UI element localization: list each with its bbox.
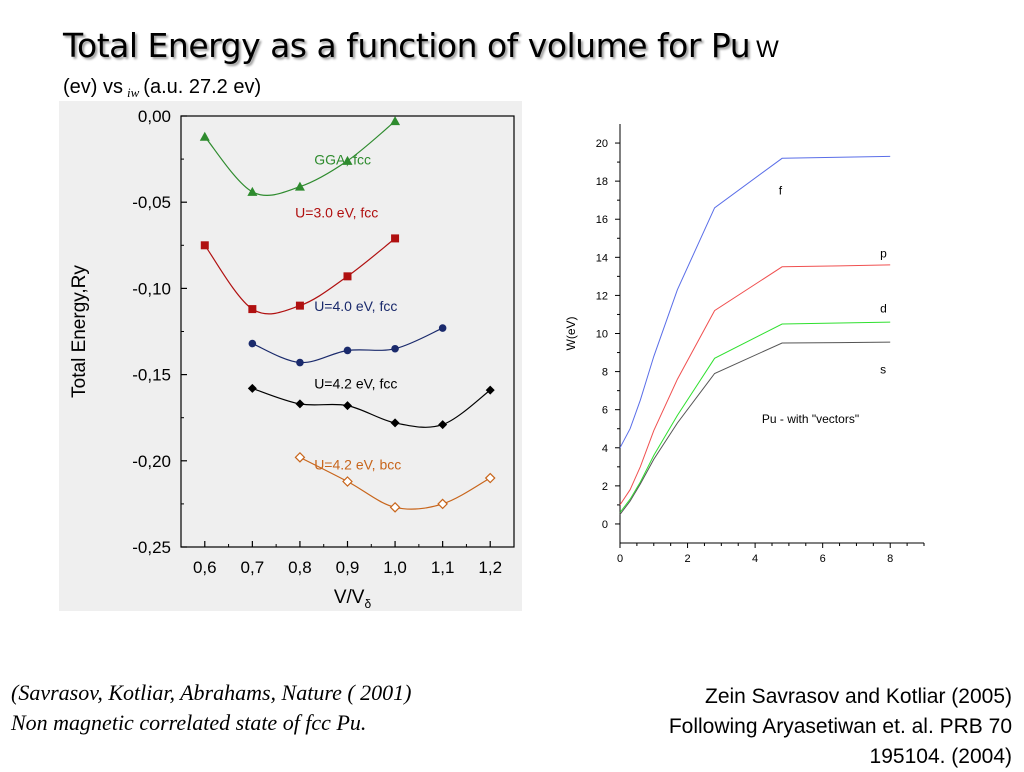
y-tick-label: 14: [596, 252, 608, 264]
data-point: [390, 116, 401, 126]
data-point: [294, 181, 305, 191]
data-point: [342, 476, 353, 487]
y-tick-label: 0: [602, 519, 608, 531]
data-point: [199, 131, 210, 141]
y-tick-label: -0,05: [132, 193, 171, 212]
data-point: [248, 305, 257, 314]
data-point: [485, 385, 495, 395]
data-point: [295, 301, 304, 310]
y-tick-label: -0,25: [132, 538, 171, 557]
data-point: [343, 401, 352, 411]
x-tick-label: 2: [684, 553, 690, 565]
data-point: [200, 241, 209, 250]
series-line-p: [619, 264, 891, 506]
y-tick-label: -0,10: [132, 279, 171, 298]
series-line-f: [619, 155, 891, 449]
x-tick-label: 1,0: [383, 558, 407, 577]
data-point: [343, 272, 352, 281]
x-tick-label: 8: [887, 553, 893, 565]
subtitle-post: (a.u. 27.2 ev): [143, 76, 262, 98]
series-line-u-4-2-ev-fcc: [252, 387, 491, 428]
y-axis-label: W(eV): [564, 317, 578, 351]
series-label-s: s: [880, 362, 886, 376]
caption-left: (Savrasov, Kotliar, Abrahams, Nature ( 2…: [11, 678, 571, 738]
y-tick-label: 0,00: [138, 107, 171, 126]
x-axis-label-subscript: δ: [364, 597, 371, 611]
y-tick-label: 2: [602, 481, 608, 493]
x-tick-label: 1,1: [431, 558, 455, 577]
series-label-u-3-0-ev-fcc: U=3.0 eV, fcc: [295, 205, 378, 221]
y-tick-label: 16: [596, 214, 608, 226]
series-label-f: f: [779, 183, 783, 197]
caption-right: Zein Savrasov and Kotliar (2005) Followi…: [572, 682, 1012, 772]
data-point: [438, 324, 447, 332]
caption-right-line1: Zein Savrasov and Kotliar (2005): [705, 685, 1012, 708]
y-tick-label: 20: [596, 138, 608, 150]
data-point: [247, 383, 257, 393]
y-tick-label: -0,20: [132, 452, 171, 471]
data-point: [391, 344, 399, 353]
subtitle-pre: (ev) vs: [63, 76, 123, 98]
series-line-s: [619, 341, 891, 515]
series-label-gga-fcc: GGA, fcc: [314, 151, 371, 167]
chart-annotation: Pu - with "vectors": [762, 412, 859, 426]
y-tick-label: 4: [602, 443, 608, 455]
x-tick-label: 0,7: [241, 558, 265, 577]
x-axis-label: V/Vδ: [334, 587, 372, 611]
x-axis-label-main: V/V: [334, 587, 365, 608]
caption-left-line2: Non magnetic correlated state of fcc Pu.: [11, 710, 367, 735]
data-point: [391, 234, 400, 243]
series-line-d: [619, 321, 891, 513]
total-energy-chart: 0,00 -0,05 -0,10 -0,15 -0,20 -0,25 0,6 0,7 0,8 0,…: [59, 101, 522, 611]
series-label-u-4-2-ev-fcc: U=4.2 eV, fcc: [314, 375, 397, 391]
data-point: [247, 186, 258, 196]
y-axis-label: Total Energy,Ry: [69, 265, 90, 398]
series-label-p: p: [880, 246, 887, 260]
subtitle-subscript: iw: [127, 85, 140, 100]
series-label-u-4-2-ev-bcc: U=4.2 eV, bcc: [314, 456, 401, 472]
data-point: [294, 452, 306, 463]
slide-subtitle: (ev) vs iw (a.u. 27.2 ev): [63, 76, 261, 101]
data-point: [389, 501, 401, 513]
data-point: [438, 420, 448, 430]
data-point: [248, 339, 257, 348]
x-tick-label: 4: [752, 553, 758, 565]
x-tick-label: 0,9: [336, 558, 360, 577]
caption-right-line3: 195104. (2004): [869, 745, 1012, 768]
x-tick-label: 0,6: [193, 558, 217, 577]
data-point: [390, 418, 400, 428]
y-tick-label: -0,15: [132, 366, 171, 385]
caption-right-line2: Following Aryasetiwan et. al. PRB 70: [668, 715, 1012, 738]
y-tick-label: 10: [596, 329, 608, 341]
w-ev-chart: 0 2 4 6 8 10 12 14 16 18 20 0 2 4 6 8 W(eV) f p d s Pu - with…: [564, 124, 925, 565]
x-tick-label: 1,2: [478, 558, 502, 577]
y-tick-label: 18: [596, 176, 608, 188]
y-tick-label: 12: [596, 290, 608, 302]
data-point: [295, 399, 305, 409]
data-point: [296, 358, 304, 367]
x-tick-label: 6: [820, 553, 826, 565]
caption-left-line1: (Savrasov, Kotliar, Abrahams, Nature ( 2…: [11, 680, 412, 705]
y-tick-label: 8: [602, 367, 608, 379]
x-tick-label: 0: [617, 553, 623, 565]
series-label-u-4-0-ev-fcc: U=4.0 eV, fcc: [314, 298, 397, 314]
plot-background: [59, 101, 522, 611]
slide-title-main: Total Energy as a function of volume for…: [63, 26, 751, 65]
slide-title-suffix: W: [756, 36, 779, 63]
x-tick-label: 0,8: [288, 558, 312, 577]
slide-title: Total Energy as a function of volume for…: [63, 26, 779, 65]
data-point: [484, 472, 496, 484]
data-point: [437, 498, 448, 510]
data-point: [342, 155, 353, 165]
data-point: [343, 346, 352, 355]
series-label-d: d: [880, 302, 887, 316]
y-tick-label: 6: [602, 405, 608, 417]
